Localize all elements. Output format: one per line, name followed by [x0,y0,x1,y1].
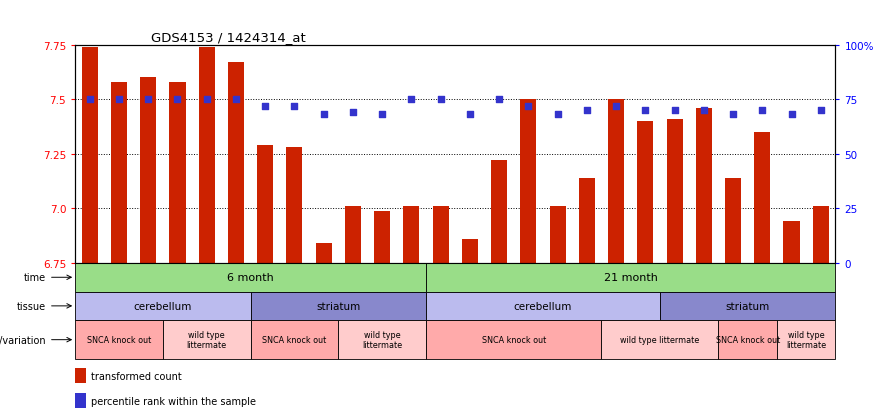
Point [492,97,507,103]
Bar [75,292,250,320]
Bar [812,206,829,263]
Bar [660,292,835,320]
Bar [403,206,419,263]
Bar [345,206,361,263]
Text: wild type
littermate: wild type littermate [786,330,827,349]
Bar [461,240,478,263]
Point [551,112,565,119]
Bar [754,133,770,263]
Point [726,112,740,119]
Point [404,97,418,103]
Point [229,97,243,103]
Bar [601,320,719,359]
Bar [199,47,215,263]
Bar [111,83,127,263]
Point [141,97,156,103]
Bar [250,292,426,320]
Point [346,110,360,116]
Point [609,103,623,110]
Text: 6 month: 6 month [227,273,274,282]
Bar [426,320,601,359]
Bar [725,178,741,263]
Text: striatum: striatum [726,301,770,311]
Text: striatum: striatum [316,301,361,311]
Bar [637,122,653,263]
Bar [141,78,156,263]
Bar [432,206,449,263]
Bar [426,292,660,320]
Bar [719,320,777,359]
Point [316,112,331,119]
Bar [783,222,799,263]
Point [171,97,185,103]
Text: wild type
littermate: wild type littermate [187,330,227,349]
Text: SNCA knock out: SNCA knock out [482,335,545,344]
Bar [75,320,163,359]
Bar [579,178,595,263]
Text: GDS4153 / 1424314_at: GDS4153 / 1424314_at [151,31,306,44]
Bar [75,368,87,383]
Point [784,112,798,119]
Bar [286,148,302,263]
Bar [696,109,712,263]
Text: cerebellum: cerebellum [514,301,572,311]
Point [112,97,126,103]
Bar [550,206,566,263]
Point [258,103,272,110]
Bar [492,161,507,263]
Text: transformed count: transformed count [91,371,181,381]
Bar [339,320,426,359]
Bar [608,100,624,263]
Bar [170,83,186,263]
Bar [521,100,537,263]
Bar [257,146,273,263]
Bar [228,63,244,263]
Point [813,107,827,114]
Point [667,107,682,114]
Point [638,107,652,114]
Text: SNCA knock out: SNCA knock out [715,335,780,344]
Text: 21 month: 21 month [604,273,658,282]
Bar [316,244,332,263]
Bar [75,263,426,292]
Text: time: time [24,273,46,282]
Point [463,112,477,119]
Point [697,107,711,114]
Bar [426,263,835,292]
Text: SNCA knock out: SNCA knock out [87,335,151,344]
Bar [75,393,87,408]
Text: cerebellum: cerebellum [133,301,192,311]
Bar [777,320,835,359]
Text: wild type
littermate: wild type littermate [362,330,402,349]
Bar [374,211,390,263]
Point [433,97,447,103]
Bar [250,320,339,359]
Bar [667,119,682,263]
Point [755,107,769,114]
Bar [81,47,98,263]
Point [522,103,536,110]
Text: genotype/variation: genotype/variation [0,335,46,345]
Text: wild type littermate: wild type littermate [621,335,699,344]
Point [580,107,594,114]
Point [375,112,389,119]
Text: percentile rank within the sample: percentile rank within the sample [91,396,255,406]
Text: SNCA knock out: SNCA knock out [263,335,326,344]
Point [83,97,97,103]
Text: tissue: tissue [17,301,46,311]
Bar [163,320,250,359]
Point [287,103,301,110]
Point [200,97,214,103]
